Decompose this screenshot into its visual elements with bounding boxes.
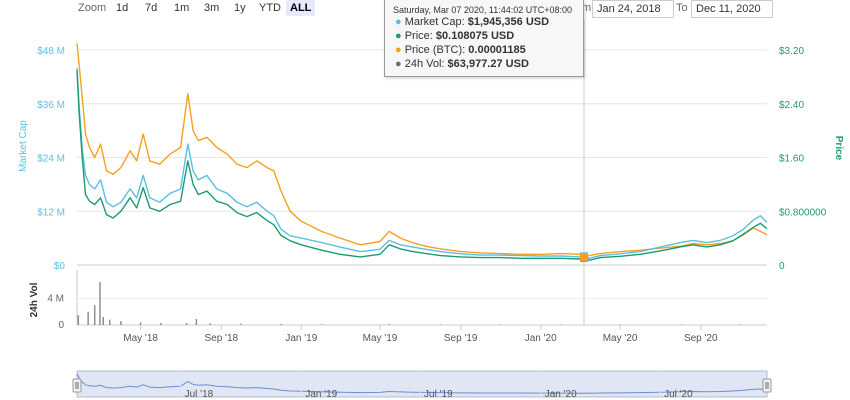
tooltip-value: $0.108075 USD bbox=[435, 30, 515, 42]
volume-bar bbox=[195, 319, 198, 325]
left-axis-tick-label: $48 M bbox=[37, 46, 65, 57]
navigator[interactable]: Jul '18 Jan '19 Jul '19 Jan '20 Jul '20 bbox=[72, 370, 772, 400]
volume-bar bbox=[93, 305, 96, 325]
volume-bar bbox=[209, 323, 211, 325]
left-axis-tick-label: $24 M bbox=[37, 154, 65, 165]
market-cap-line bbox=[76, 67, 768, 259]
to-label: To bbox=[676, 2, 688, 14]
volume-bar bbox=[87, 311, 89, 325]
volume-bar bbox=[160, 323, 162, 325]
volume-bar bbox=[320, 324, 323, 325]
volume-bar bbox=[139, 322, 142, 325]
price-line bbox=[76, 70, 768, 261]
range-button-1d[interactable]: 1d bbox=[116, 2, 129, 14]
x-tick-label: May '19 bbox=[363, 333, 398, 344]
x-tick-label: Sep '19 bbox=[444, 333, 478, 344]
hover-marker bbox=[580, 253, 589, 262]
to-date-input[interactable]: Dec 11, 2020 bbox=[691, 0, 773, 18]
volume-bar bbox=[499, 324, 502, 326]
x-tick-label: Jan '20 bbox=[525, 333, 557, 344]
volume-bar bbox=[99, 281, 101, 325]
volume-bar bbox=[240, 323, 242, 325]
axes: $0 $12 M $24 M $36 M $48 M 0 $0.800000 $1.60 $2.… bbox=[18, 46, 844, 344]
right-axis-tick-label: 0 bbox=[779, 261, 785, 272]
navigator-line bbox=[76, 373, 768, 394]
volume-bar bbox=[388, 324, 390, 325]
price-dot-icon: ● bbox=[395, 30, 402, 42]
volume-bar bbox=[439, 324, 442, 325]
volume-tick-label: 4 M bbox=[47, 294, 64, 305]
market-cap-dot-icon: ● bbox=[395, 16, 402, 28]
right-axis-tick-label: $1.60 bbox=[779, 154, 804, 165]
grid-lines bbox=[76, 49, 767, 330]
tooltip-value: $1,945,356 USD bbox=[467, 16, 550, 28]
series-lines bbox=[76, 43, 768, 261]
navigator-tick-label: Jan '20 bbox=[545, 389, 577, 400]
tooltip-row-volume: ● 24h Vol: $63,977.27 USD bbox=[385, 57, 583, 71]
tooltip: Saturday, Mar 07 2020, 11:44:02 UTC+08:0… bbox=[384, 0, 584, 77]
from-date-input[interactable]: Jan 24, 2018 bbox=[592, 0, 674, 18]
range-button-7d[interactable]: 7d bbox=[145, 2, 158, 14]
from-label: m bbox=[582, 2, 592, 14]
left-axis-tick-label: $36 M bbox=[37, 100, 65, 111]
volume-dot-icon: ● bbox=[395, 58, 402, 70]
crosshair bbox=[580, 20, 589, 325]
tooltip-value: $63,977.27 USD bbox=[447, 58, 529, 70]
volume-tick-label: 0 bbox=[58, 320, 64, 331]
volume-bar bbox=[679, 324, 682, 326]
volume-bar bbox=[185, 323, 188, 325]
right-axis-title: Price bbox=[833, 136, 844, 161]
navigator-tick-label: Jul '20 bbox=[664, 389, 693, 400]
tooltip-label: Price: bbox=[404, 30, 433, 42]
navigator-tick-label: Jan '19 bbox=[305, 389, 337, 400]
left-axis-title: Market Cap bbox=[18, 120, 29, 172]
range-selector: Zoom 1d 7d 1m 3m 1y YTD ALL m Jan 24, 20… bbox=[0, 0, 850, 18]
tooltip-label: 24h Vol: bbox=[404, 58, 445, 70]
tooltip-label: Market Cap: bbox=[404, 16, 465, 28]
navigator-right-handle[interactable] bbox=[762, 378, 772, 393]
x-tick-label: Sep '18 bbox=[204, 333, 238, 344]
tooltip-row-price: ● Price: $0.108075 USD bbox=[385, 29, 583, 43]
navigator-left-handle[interactable] bbox=[72, 378, 82, 393]
range-button-1m[interactable]: 1m bbox=[174, 2, 190, 14]
navigator-tick-label: Jul '18 bbox=[185, 389, 214, 400]
price-btc-dot-icon: ● bbox=[395, 44, 402, 56]
tooltip-row-price-btc: ● Price (BTC): 0.00001185 bbox=[385, 43, 583, 57]
range-button-ytd[interactable]: YTD bbox=[259, 2, 281, 14]
left-axis-tick-label: $12 M bbox=[37, 207, 65, 218]
right-axis-tick-label: $2.40 bbox=[779, 100, 804, 111]
right-axis-tick-label: $0.800000 bbox=[779, 207, 827, 218]
volume-bar bbox=[109, 319, 111, 325]
tooltip-value: 0.00001185 bbox=[468, 44, 526, 56]
x-tick-label: May '18 bbox=[123, 333, 158, 344]
tooltip-row-market-cap: ● Market Cap: $1,945,356 USD bbox=[385, 15, 583, 29]
volume-axis-title: 24h Vol bbox=[29, 282, 40, 317]
left-axis-tick-label: $0 bbox=[54, 261, 66, 272]
volume-bar bbox=[619, 324, 621, 326]
tooltip-header: Saturday, Mar 07 2020, 11:44:02 UTC+08:0… bbox=[393, 5, 573, 15]
x-tick-label: Sep '20 bbox=[684, 333, 718, 344]
volume-bar bbox=[740, 324, 742, 325]
volume-bar bbox=[102, 317, 104, 325]
zoom-label: Zoom bbox=[78, 2, 107, 14]
range-button-all[interactable]: ALL bbox=[286, 0, 316, 16]
navigator-tick-label: Jul '19 bbox=[424, 389, 453, 400]
tooltip-label: Price (BTC): bbox=[404, 44, 466, 56]
volume-bar bbox=[280, 324, 282, 325]
volume-bar bbox=[77, 315, 80, 325]
range-button-1y[interactable]: 1y bbox=[234, 2, 246, 14]
volume-bar bbox=[120, 321, 122, 325]
price-btc-line bbox=[76, 43, 768, 258]
right-axis-tick-label: $3.20 bbox=[779, 46, 804, 57]
x-tick-label: May '20 bbox=[603, 333, 638, 344]
volume-bars bbox=[77, 281, 742, 326]
x-tick-label: Jan '19 bbox=[285, 333, 317, 344]
range-button-3m[interactable]: 3m bbox=[204, 2, 220, 14]
volume-bar bbox=[560, 324, 562, 326]
